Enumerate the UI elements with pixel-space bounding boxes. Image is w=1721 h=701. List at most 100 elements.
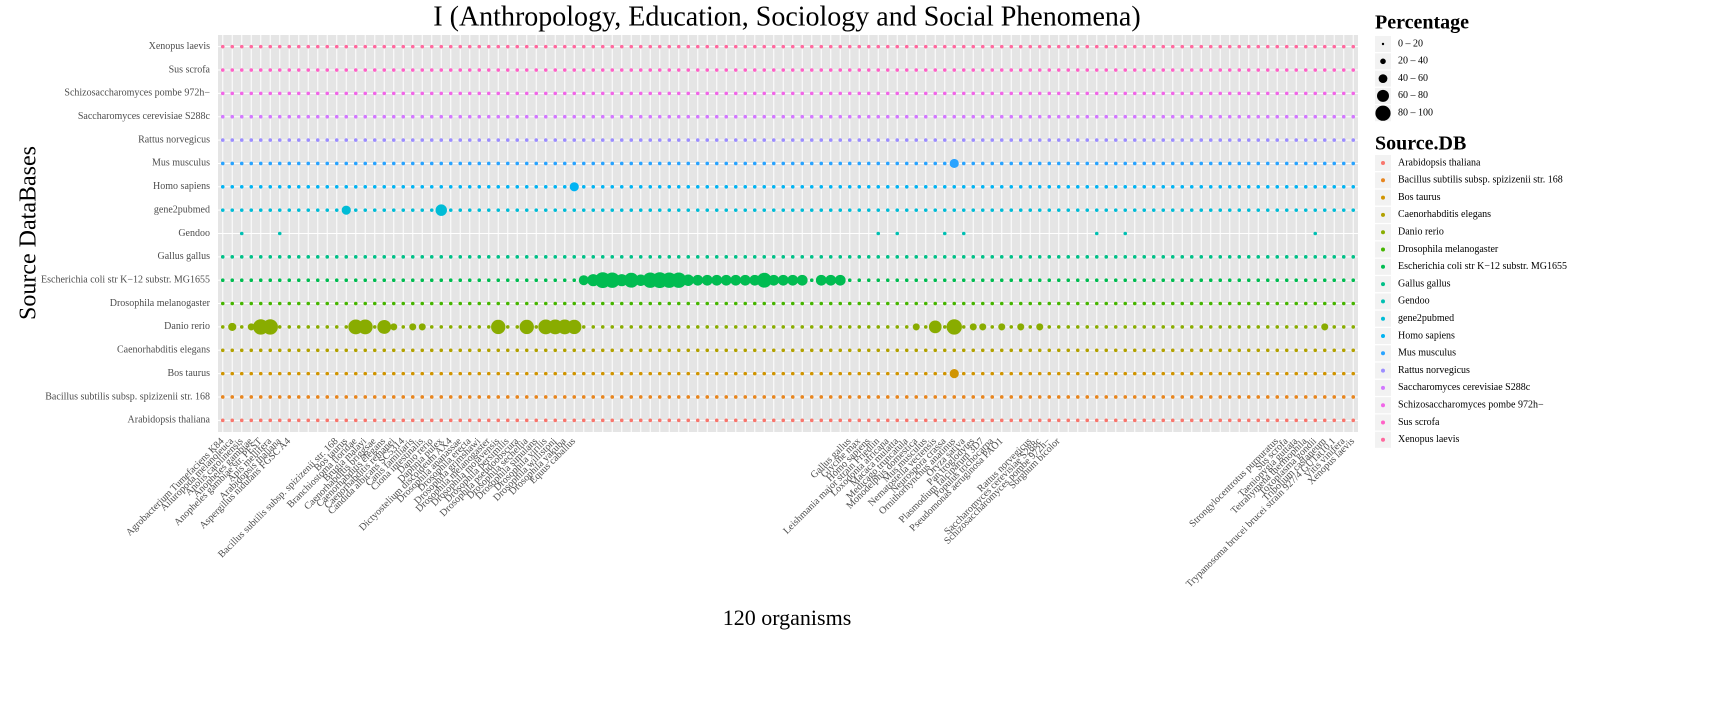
legend-color-dot	[1381, 437, 1385, 442]
dot	[1199, 348, 1204, 353]
dot	[1018, 208, 1023, 212]
dot	[619, 208, 624, 212]
dot	[1142, 114, 1147, 119]
dot	[1237, 208, 1242, 212]
dot	[686, 208, 691, 212]
dot	[268, 418, 273, 423]
dot	[372, 348, 377, 353]
dot	[1246, 44, 1251, 49]
dot	[353, 68, 358, 72]
dot	[1227, 44, 1232, 49]
dot	[1113, 395, 1118, 399]
dot	[1218, 184, 1223, 189]
dot	[515, 208, 520, 212]
dot	[952, 68, 957, 72]
dot	[743, 418, 748, 423]
dot	[258, 348, 263, 353]
dot	[420, 91, 425, 96]
dot	[980, 138, 985, 142]
dot	[1246, 395, 1251, 399]
dot	[239, 278, 244, 283]
dot	[534, 91, 539, 96]
dot	[410, 44, 415, 49]
dot	[401, 161, 406, 166]
legend-color-dot	[1381, 351, 1385, 356]
dot	[1047, 395, 1052, 399]
dot	[914, 278, 919, 283]
dot	[714, 161, 719, 166]
dot	[1180, 44, 1185, 49]
dot	[1275, 418, 1280, 423]
dot	[686, 348, 691, 353]
dot	[1189, 278, 1194, 283]
dot	[610, 395, 615, 399]
dot	[581, 395, 586, 399]
dot	[1113, 91, 1118, 96]
dot	[1332, 184, 1337, 189]
dot	[1113, 138, 1118, 142]
dot	[372, 138, 377, 142]
dot	[458, 301, 463, 306]
dot	[1028, 114, 1033, 119]
dot	[505, 184, 510, 189]
dot	[1009, 325, 1014, 329]
dot	[600, 68, 605, 72]
dot	[1085, 395, 1090, 399]
dot	[914, 301, 919, 306]
dot	[382, 91, 387, 96]
dot	[344, 301, 349, 306]
dot	[1018, 278, 1023, 283]
dot	[467, 161, 472, 166]
dot	[1075, 278, 1080, 283]
dot	[1208, 91, 1213, 96]
dot	[287, 371, 292, 376]
dot	[876, 395, 881, 399]
dot	[743, 371, 748, 376]
dot	[999, 395, 1004, 399]
dot	[410, 114, 415, 119]
dot	[581, 68, 586, 72]
dot	[534, 348, 539, 353]
dot	[1066, 395, 1071, 399]
dot	[247, 323, 255, 331]
dot	[325, 418, 330, 423]
dot	[382, 348, 387, 353]
dot	[562, 138, 567, 142]
dot	[809, 278, 814, 283]
dot	[1170, 208, 1175, 212]
dot	[1313, 371, 1318, 376]
dot	[1056, 348, 1061, 353]
legend-label: 80 – 100	[1398, 107, 1433, 118]
dot	[999, 208, 1004, 212]
dot	[467, 371, 472, 376]
dot	[980, 278, 985, 283]
dot	[382, 184, 387, 189]
y-tick-label: gene2pubmed	[154, 204, 210, 215]
dot	[809, 161, 814, 166]
dot	[401, 371, 406, 376]
dot	[315, 418, 320, 423]
dot	[800, 348, 805, 353]
dot	[949, 369, 959, 379]
dot	[249, 114, 254, 119]
dot	[933, 301, 938, 306]
dot	[1332, 348, 1337, 353]
dot	[969, 323, 977, 331]
dot	[629, 208, 634, 212]
dot	[1189, 161, 1194, 166]
dot	[781, 301, 786, 306]
dot	[567, 319, 582, 335]
dot	[1351, 255, 1356, 259]
dot	[809, 395, 814, 399]
dot	[857, 301, 862, 306]
dot	[800, 138, 805, 142]
dot	[1132, 161, 1137, 166]
dot	[1294, 418, 1299, 423]
dot	[923, 161, 928, 166]
dot	[1341, 255, 1346, 259]
dot	[230, 278, 235, 283]
dot	[705, 91, 710, 96]
dot	[1104, 68, 1109, 72]
dot	[410, 161, 415, 166]
legend-label: Bos taurus	[1398, 192, 1441, 203]
